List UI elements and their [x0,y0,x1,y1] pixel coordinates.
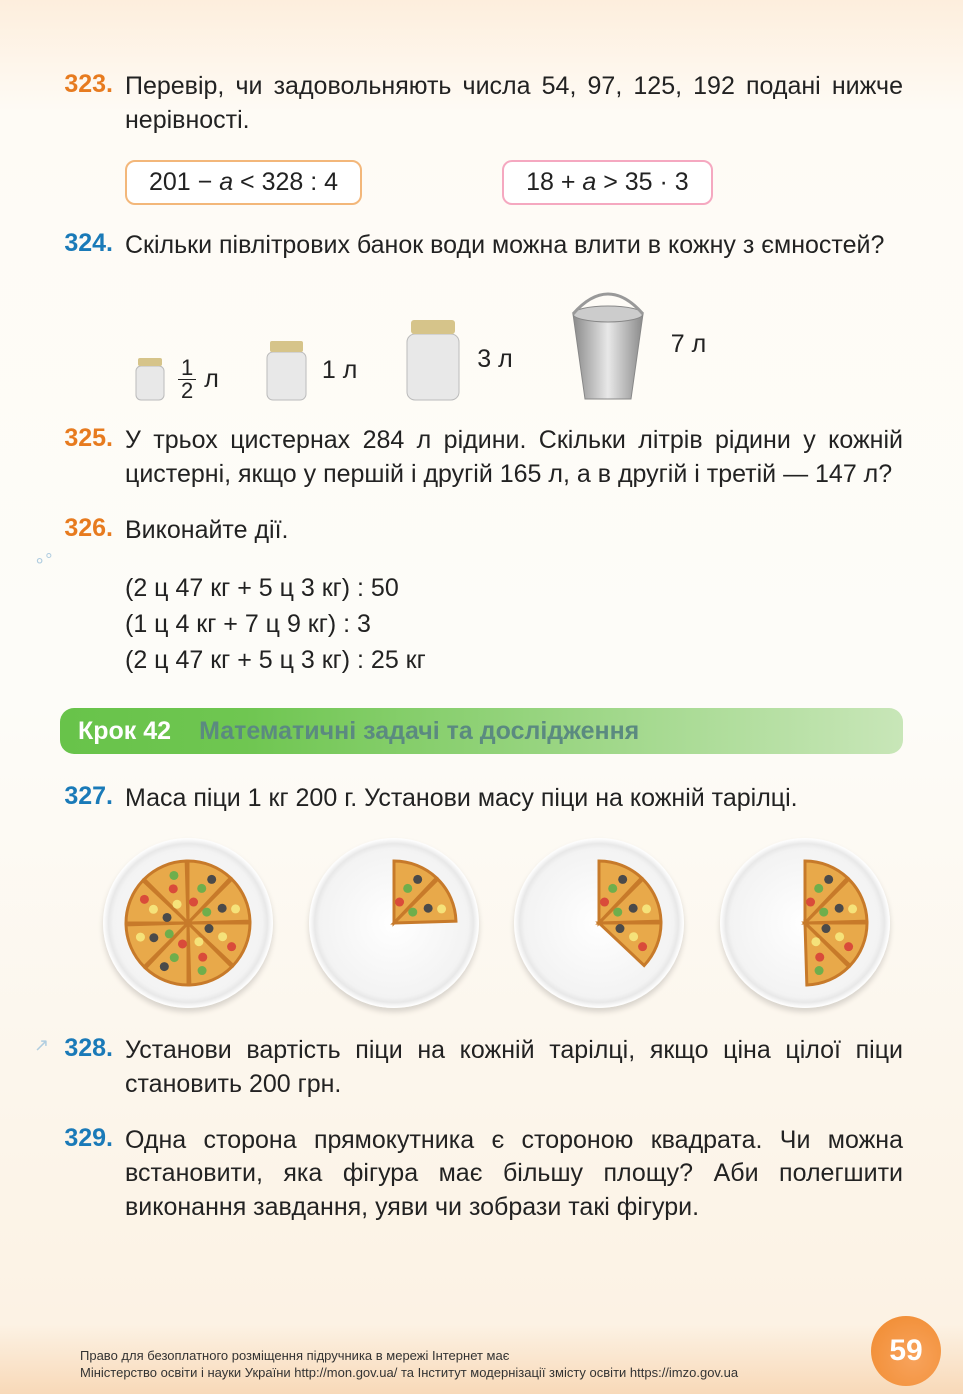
jar-icon [130,354,170,404]
footer-line: Право для безоплатного розміщення підруч… [80,1348,738,1365]
problem-text: Перевір, чи задовольняють числа 54, 97, … [125,70,903,138]
fraction: 1 2 [178,357,196,402]
problem-323: 323. Перевір, чи задовольняють числа 54,… [60,70,903,138]
eq-var: a [219,168,233,196]
jar-icon [259,336,314,404]
arrow-marker-icon: ↗ [34,1035,49,1056]
jar-label: 1 л [322,356,357,385]
calc-line: (2 ц 47 кг + 5 ц 3 кг) : 25 кг [125,642,903,678]
jar-label: 3 л [477,345,512,374]
problem-326: 326. Виконайте дії. [60,514,903,548]
problem-text: Маса піци 1 кг 200 г. Установи масу піци… [125,782,903,816]
jar-1: 1 2 л [130,354,219,404]
problem-number: 325. [60,424,125,492]
problem-number: 326. [60,514,125,548]
step-banner: Крок 42 Математичні задачі та дослідженн… [60,708,903,754]
problem-328: 328. Установи вартість піци на кожній та… [60,1034,903,1102]
bucket-icon [553,284,663,404]
problem-text: Одна сторона прямокутника є стороною ква… [125,1124,903,1225]
calc-line: (2 ц 47 кг + 5 ц 3 кг) : 50 [125,570,903,606]
pizza-icon [118,853,258,993]
problem-325: 325. У трьох цистернах 284 л рідини. Скі… [60,424,903,492]
problem-text: Виконайте дії. [125,514,903,548]
pizza-plate-4 [720,838,890,1008]
pizza-row [90,838,903,1008]
problem-329: 329. Одна сторона прямокутника є стороно… [60,1124,903,1225]
problem-327: 327. Маса піци 1 кг 200 г. Установи масу… [60,782,903,816]
step-title: Математичні задачі та дослідження [199,717,639,746]
jar-row: 1 2 л 1 л 3 л 7 л [130,284,903,404]
calc-line: (1 ц 4 кг + 7 ц 9 кг) : 3 [125,606,903,642]
jar-4: 7 л [553,284,706,404]
denominator: 2 [181,380,193,402]
jar-icon [397,314,469,404]
footer-line: Міністерство освіти і науки України http… [80,1365,738,1382]
pizza-plate-1 [103,838,273,1008]
equation-boxes: 201 − a < 328 : 4 18 + a > 35 · 3 [125,160,903,205]
copyright: Право для безоплатного розміщення підруч… [80,1348,738,1382]
pizza-icon [324,853,464,993]
equation-box-1: 201 − a < 328 : 4 [125,160,362,205]
unit: л [204,365,219,394]
eq-text: 18 + [526,168,582,196]
pizza-plate-3 [514,838,684,1008]
problem-number: 327. [60,782,125,816]
jar-label: 7 л [671,330,706,359]
problem-number: 323. [60,70,125,138]
page-number: 59 [871,1316,941,1386]
eq-text: < 328 : 4 [233,168,338,196]
problem-text: Установи вартість піци на кожній тарілці… [125,1034,903,1102]
pizza-icon [529,853,669,993]
eq-text: 201 − [149,168,219,196]
jar-3: 3 л [397,314,512,404]
group-marker-icon: ∘° [34,550,52,571]
numerator: 1 [178,357,196,380]
problem-number: 328. [60,1034,125,1102]
jar-2: 1 л [259,336,357,404]
problem-number: 329. [60,1124,125,1225]
problem-324: 324. Скільки півлітрових банок води можн… [60,229,903,263]
eq-text: > 35 · 3 [596,168,688,196]
equation-box-2: 18 + a > 35 · 3 [502,160,713,205]
problem-number: 324. [60,229,125,263]
problem-text: Скільки півлітрових банок води можна вли… [125,229,903,263]
pizza-plate-2 [309,838,479,1008]
step-label: Крок 42 [78,717,171,746]
problem-text: У трьох цистернах 284 л рідини. Скільки … [125,424,903,492]
pizza-icon [735,853,875,993]
eq-var: a [582,168,596,196]
